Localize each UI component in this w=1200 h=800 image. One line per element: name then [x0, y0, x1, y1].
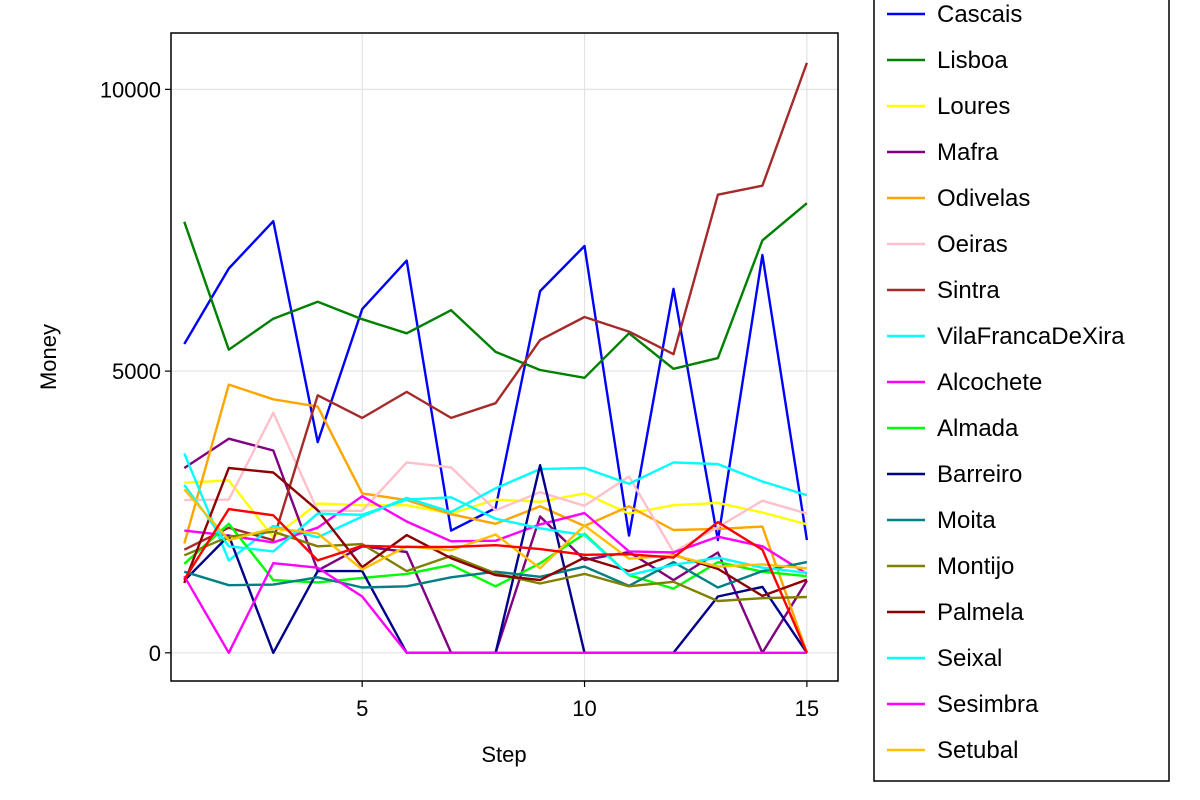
plot-frame: [170, 32, 839, 682]
series-line-montijo: [183, 530, 807, 603]
series-line-almada: [183, 522, 808, 590]
legend-label-cascais: Cascais: [937, 1, 1022, 28]
legend-frame: [873, 0, 1170, 782]
y-tick-label: 5000: [112, 359, 161, 384]
legend-label-oeiras: Oeiras: [937, 231, 1008, 258]
legend-label-alcochete: Alcochete: [937, 369, 1042, 396]
y-tick-label: 0: [149, 641, 161, 666]
x-tick-label: 10: [572, 696, 596, 721]
series-line-cascais: [183, 219, 809, 542]
series-line-sesimbra: [183, 562, 807, 654]
legend-label-lisboa: Lisboa: [937, 47, 1008, 74]
legend: Cascais Lisboa Loures Mafra Odivelas Oeiras Si…: [873, 0, 1170, 782]
legend-label-mafra: Mafra: [937, 139, 999, 166]
legend-label-sesimbra: Sesimbra: [937, 691, 1039, 718]
series-line-odivelas: [183, 383, 809, 654]
legend-label-setubal: Setubal: [937, 737, 1018, 764]
series-line-sintra: [183, 62, 809, 551]
legend-label-palmela: Palmela: [937, 599, 1024, 626]
y-tick-label: 10000: [100, 77, 161, 102]
legend-label-barreiro: Barreiro: [937, 461, 1022, 488]
legend-label-odivelas: Odivelas: [937, 185, 1030, 212]
series-line-seixal: [183, 484, 808, 577]
legend-label-vilafrancadexira: VilaFrancaDeXira: [937, 323, 1125, 350]
series-lines: [183, 62, 809, 654]
legend-label-sintra: Sintra: [937, 277, 1000, 304]
legend-label-almada: Almada: [937, 415, 1019, 442]
legend-label-moita: Moita: [937, 507, 996, 534]
x-axis-label: Step: [481, 742, 526, 767]
series-line-palmela: [183, 466, 808, 598]
series-line-unlabeled-17: [183, 507, 809, 654]
axis-ticks: 5 10 15 0 5000 10000: [100, 77, 819, 721]
legend-label-seixal: Seixal: [937, 645, 1002, 672]
legend-label-loures: Loures: [937, 93, 1010, 120]
series-line-loures: [184, 479, 808, 539]
series-line-lisboa: [183, 202, 808, 379]
y-axis-label: Money: [36, 324, 61, 390]
legend-label-montijo: Montijo: [937, 553, 1014, 580]
x-tick-label: 5: [356, 696, 368, 721]
series-line-oeiras: [184, 411, 808, 554]
series-line-moita: [183, 560, 808, 589]
x-tick-label: 15: [795, 696, 819, 721]
